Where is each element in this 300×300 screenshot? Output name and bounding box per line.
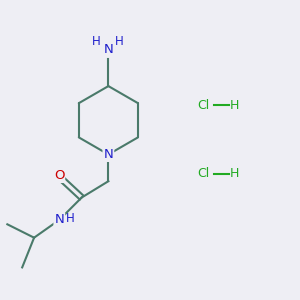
Text: Cl: Cl [198,99,210,112]
Text: Cl: Cl [198,167,210,180]
Text: H: H [115,35,124,48]
Text: N: N [55,213,64,226]
Text: N: N [103,44,113,56]
Text: N: N [103,148,113,161]
Text: O: O [54,169,64,182]
Text: H: H [230,99,240,112]
Text: H: H [66,212,75,225]
Text: H: H [230,167,240,180]
Text: H: H [92,35,100,48]
